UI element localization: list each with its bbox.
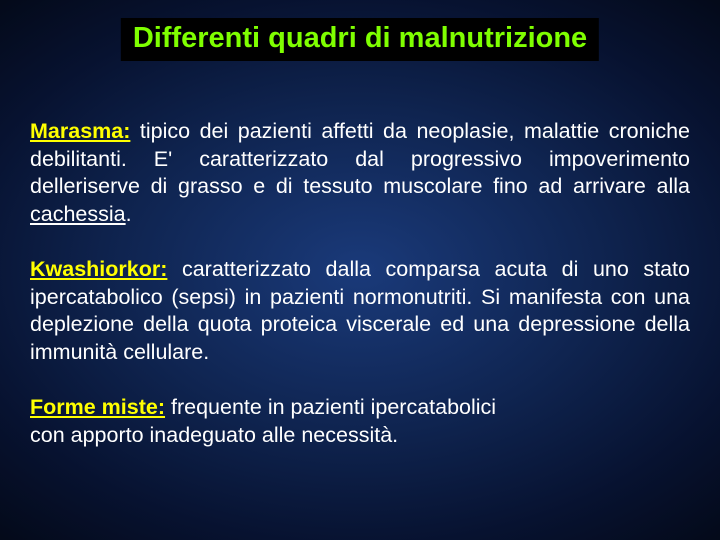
body-marasma-2: .	[126, 202, 132, 226]
slide-content: Marasma: tipico dei pazienti affetti da …	[30, 118, 690, 449]
paragraph-marasma: Marasma: tipico dei pazienti affetti da …	[30, 118, 690, 228]
term-kwashiorkor: Kwashiorkor:	[30, 257, 167, 281]
link-cachessia: cachessia	[30, 202, 126, 226]
paragraph-forme-miste: Forme miste: frequente in pazienti iperc…	[30, 394, 690, 449]
paragraph-kwashiorkor: Kwashiorkor: caratterizzato dalla compar…	[30, 256, 690, 366]
term-forme-miste: Forme miste:	[30, 395, 165, 419]
slide-title: Differenti quadri di malnutrizione	[121, 18, 599, 61]
term-marasma: Marasma:	[30, 119, 130, 143]
